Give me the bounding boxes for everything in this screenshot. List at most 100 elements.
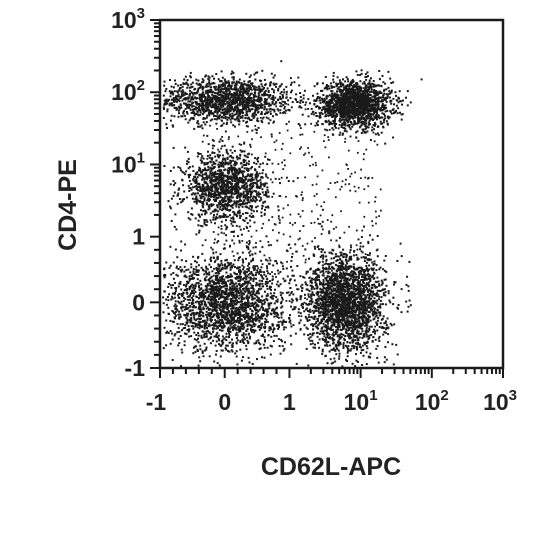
event-dot xyxy=(179,167,182,170)
event-dot xyxy=(398,97,400,100)
event-dot xyxy=(280,316,283,319)
event-dot xyxy=(192,272,195,275)
event-dot xyxy=(202,94,205,97)
event-dot xyxy=(169,170,172,172)
event-dot xyxy=(237,203,240,206)
event-dot xyxy=(219,114,221,117)
event-dot xyxy=(244,175,247,178)
event-dot xyxy=(250,119,253,121)
event-dot xyxy=(174,307,177,310)
event-dot xyxy=(199,360,202,363)
event-dot xyxy=(312,113,315,116)
event-dot xyxy=(221,197,224,199)
event-dot xyxy=(222,83,225,85)
event-dot xyxy=(343,108,346,111)
event-dot xyxy=(180,115,183,118)
event-dot xyxy=(204,168,207,171)
event-dot xyxy=(310,107,313,110)
event-dot xyxy=(179,323,182,326)
event-dot xyxy=(238,123,241,126)
event-dot xyxy=(386,95,389,98)
event-dot xyxy=(271,101,274,104)
event-dot xyxy=(213,281,215,284)
event-dot xyxy=(251,173,254,176)
event-dot xyxy=(191,197,194,200)
event-dot xyxy=(188,179,191,182)
event-dot xyxy=(256,176,258,178)
event-dot xyxy=(268,104,271,107)
event-dot xyxy=(184,75,187,78)
event-dot xyxy=(203,187,206,190)
event-dot xyxy=(173,225,176,228)
event-dot xyxy=(230,183,233,186)
event-dot xyxy=(232,71,235,74)
event-dot xyxy=(383,119,385,121)
event-dot xyxy=(227,203,230,206)
event-dot xyxy=(186,312,188,315)
event-dot xyxy=(251,318,254,320)
event-dot xyxy=(182,90,185,93)
event-dot xyxy=(250,192,253,195)
event-dot xyxy=(282,328,285,331)
event-dot xyxy=(211,101,214,104)
event-dot xyxy=(394,111,397,114)
event-dot xyxy=(239,217,242,219)
event-dot xyxy=(231,204,234,206)
event-dot xyxy=(185,170,188,173)
event-dot xyxy=(224,174,227,177)
event-dot xyxy=(216,197,219,199)
event-dot xyxy=(248,207,251,210)
event-dot xyxy=(218,100,221,103)
event-dot xyxy=(245,72,248,75)
event-dot xyxy=(191,309,194,312)
event-dot xyxy=(384,99,387,102)
event-dot xyxy=(225,195,228,198)
event-dot xyxy=(359,118,362,121)
event-dot xyxy=(338,79,341,82)
event-dot xyxy=(204,104,207,107)
event-dot xyxy=(210,180,213,183)
event-dot xyxy=(229,104,232,107)
event-dot xyxy=(371,95,374,98)
event-dot xyxy=(356,74,359,76)
event-dot xyxy=(237,118,240,121)
event-dot xyxy=(289,77,292,80)
event-dot xyxy=(319,114,322,117)
event-dot xyxy=(235,190,238,193)
event-dot xyxy=(327,119,330,122)
event-dot xyxy=(325,120,328,123)
event-dot xyxy=(260,315,263,318)
event-dot xyxy=(223,144,226,147)
event-dot xyxy=(389,92,392,95)
event-dot xyxy=(211,204,214,207)
event-dot xyxy=(212,283,215,286)
event-dot xyxy=(250,186,253,189)
event-dot xyxy=(219,138,222,141)
event-dot xyxy=(285,90,288,93)
event-dot xyxy=(255,106,258,109)
event-dot xyxy=(280,98,282,100)
event-dot xyxy=(327,106,330,109)
event-dot xyxy=(384,114,386,117)
event-dot xyxy=(263,326,265,329)
event-dot xyxy=(360,92,363,95)
event-dot xyxy=(206,91,209,94)
event-dot xyxy=(255,206,258,209)
event-dot xyxy=(234,102,237,105)
event-dot xyxy=(258,285,261,288)
event-dot xyxy=(212,194,215,197)
event-dot xyxy=(360,107,363,110)
event-dot xyxy=(189,92,191,95)
event-dot xyxy=(249,205,252,208)
event-dot xyxy=(222,341,225,344)
event-dot xyxy=(220,349,223,352)
event-dot xyxy=(353,120,356,123)
event-dot xyxy=(271,275,274,278)
event-dot xyxy=(252,105,255,108)
event-dot xyxy=(259,163,262,166)
event-dot xyxy=(260,211,263,214)
event-dot xyxy=(365,109,368,112)
event-dot xyxy=(225,188,228,191)
event-dot xyxy=(258,300,261,303)
event-dot xyxy=(204,98,207,101)
